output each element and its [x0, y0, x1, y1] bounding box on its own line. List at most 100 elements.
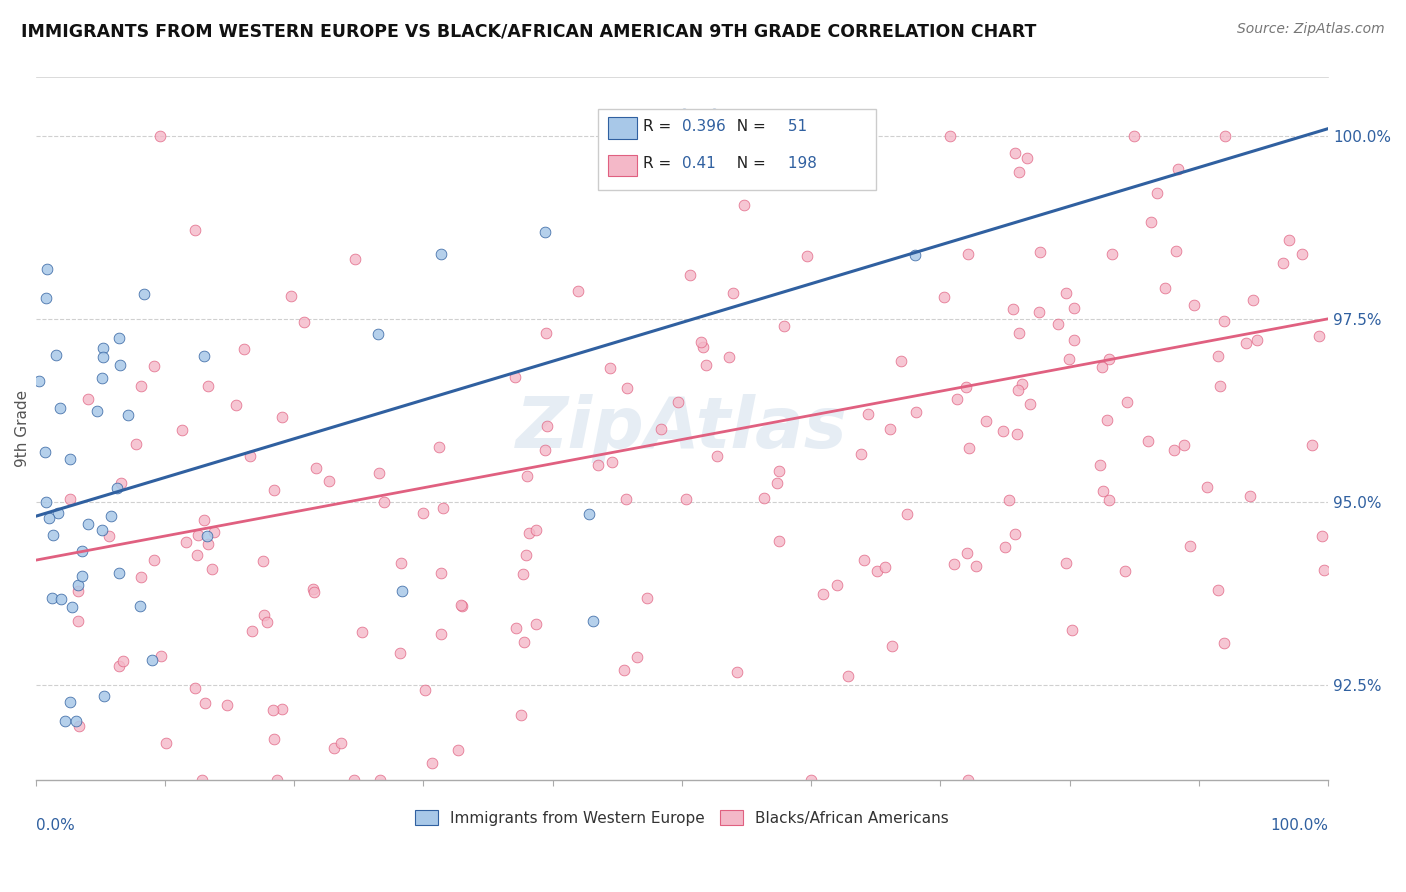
- Point: [880, 640, 903, 654]
- Point: [957, 247, 980, 261]
- Point: [717, 128, 740, 143]
- Point: [599, 361, 621, 376]
- Point: [673, 107, 696, 121]
- Point: [412, 506, 434, 520]
- Point: [1008, 165, 1031, 179]
- Point: [650, 421, 672, 435]
- Point: [796, 249, 818, 263]
- Point: [939, 128, 962, 143]
- Point: [1095, 413, 1118, 427]
- Point: [28, 375, 51, 389]
- Point: [266, 772, 288, 787]
- Point: [368, 466, 391, 480]
- Text: R =: R =: [643, 120, 676, 134]
- Point: [903, 248, 925, 262]
- Point: [1004, 526, 1026, 541]
- Point: [149, 128, 172, 143]
- Point: [1167, 161, 1189, 176]
- Point: [1098, 352, 1121, 367]
- Point: [105, 481, 128, 495]
- Point: [430, 566, 453, 580]
- Point: [427, 440, 450, 454]
- Point: [1215, 128, 1237, 143]
- Point: [389, 556, 412, 570]
- Point: [233, 342, 256, 356]
- Point: [1206, 349, 1229, 363]
- Point: [108, 358, 131, 372]
- Point: [503, 369, 526, 384]
- Point: [721, 285, 744, 300]
- Point: [46, 506, 69, 520]
- Point: [155, 736, 177, 750]
- Point: [77, 392, 100, 406]
- Point: [1002, 302, 1025, 317]
- Point: [733, 198, 755, 212]
- Point: [91, 371, 114, 385]
- Point: [256, 615, 278, 629]
- Point: [536, 418, 558, 433]
- Text: R =: R =: [643, 156, 676, 171]
- Point: [586, 458, 609, 472]
- Text: IMMIGRANTS FROM WESTERN EUROPE VS BLACK/AFRICAN AMERICAN 9TH GRADE CORRELATION C: IMMIGRANTS FROM WESTERN EUROPE VS BLACK/…: [21, 22, 1036, 40]
- Point: [67, 614, 90, 628]
- Point: [142, 359, 165, 373]
- Point: [107, 566, 129, 580]
- Point: [193, 349, 215, 363]
- Point: [263, 483, 285, 497]
- Point: [1178, 539, 1201, 553]
- Point: [879, 422, 901, 436]
- Point: [111, 654, 134, 668]
- Point: [841, 145, 863, 160]
- Point: [420, 756, 443, 771]
- Point: [262, 703, 284, 717]
- Point: [956, 772, 979, 787]
- Point: [692, 340, 714, 354]
- Point: [70, 568, 93, 582]
- Point: [1206, 582, 1229, 597]
- Point: [1146, 186, 1168, 200]
- Point: [945, 392, 967, 406]
- Point: [67, 718, 90, 732]
- Point: [768, 464, 790, 478]
- FancyBboxPatch shape: [609, 154, 637, 176]
- Point: [1234, 336, 1257, 351]
- Point: [1116, 395, 1139, 409]
- Point: [132, 287, 155, 301]
- Point: [851, 447, 873, 461]
- Point: [679, 268, 702, 283]
- Point: [176, 535, 198, 549]
- Point: [253, 608, 276, 623]
- Point: [1057, 352, 1080, 367]
- Point: [582, 614, 605, 628]
- Point: [184, 223, 207, 237]
- Point: [149, 649, 172, 664]
- Point: [1054, 286, 1077, 301]
- Point: [186, 549, 208, 563]
- Y-axis label: 9th Grade: 9th Grade: [15, 390, 30, 467]
- Point: [344, 252, 367, 267]
- Point: [302, 582, 325, 596]
- Point: [215, 698, 238, 712]
- Point: [1008, 326, 1031, 340]
- Point: [1046, 317, 1069, 331]
- Point: [42, 528, 65, 542]
- Point: [65, 714, 87, 728]
- Point: [450, 598, 472, 612]
- Point: [343, 772, 366, 787]
- Point: [689, 334, 711, 349]
- Point: [202, 524, 225, 539]
- Point: [1060, 624, 1083, 638]
- Point: [965, 559, 987, 574]
- Point: [1136, 434, 1159, 449]
- Point: [1313, 563, 1336, 577]
- Text: Source: ZipAtlas.com: Source: ZipAtlas.com: [1237, 22, 1385, 37]
- Point: [1310, 529, 1333, 543]
- Point: [955, 380, 977, 394]
- Point: [717, 350, 740, 364]
- Point: [1139, 215, 1161, 229]
- Point: [1098, 492, 1121, 507]
- Point: [668, 395, 690, 409]
- Point: [512, 566, 534, 581]
- Point: [415, 683, 437, 698]
- Point: [1308, 328, 1330, 343]
